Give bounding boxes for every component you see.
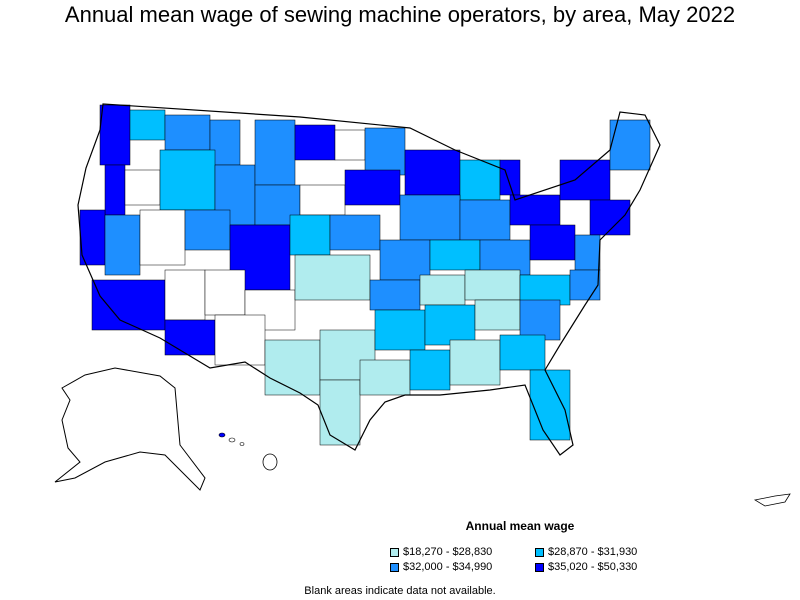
map-region	[124, 169, 161, 206]
legend-item-2: $28,870 - $31,930	[535, 546, 637, 558]
map-region	[369, 279, 421, 311]
map-region	[399, 194, 461, 241]
legend-item-3: $32,000 - $34,990	[390, 561, 492, 573]
map-region	[449, 339, 501, 386]
map-region	[429, 239, 481, 271]
hawaii-islands	[218, 432, 278, 471]
map-region	[254, 119, 296, 186]
map-region	[569, 269, 601, 301]
map-region	[79, 209, 106, 266]
map-region	[299, 184, 346, 216]
map-region	[344, 169, 401, 206]
map-region	[529, 369, 571, 441]
map-region	[91, 279, 166, 331]
map-region	[164, 269, 206, 321]
map-region	[329, 214, 381, 251]
map-region	[204, 269, 246, 316]
legend-label-3: $32,000 - $34,990	[403, 561, 493, 573]
map-region	[574, 234, 601, 271]
map-region	[499, 159, 521, 196]
map-title: Annual mean wage of sewing machine opera…	[64, 2, 736, 27]
map-region	[479, 239, 531, 276]
legend-swatch-3	[390, 562, 399, 572]
legend-label-4: $35,020 - $50,330	[548, 561, 638, 573]
map-region	[379, 239, 431, 281]
legend-item-4: $35,020 - $50,330	[535, 561, 637, 573]
map-region	[99, 104, 131, 166]
map-region	[609, 119, 651, 171]
map-region	[294, 254, 371, 301]
map-region	[419, 274, 466, 306]
map-region	[364, 127, 406, 176]
map-region	[374, 309, 426, 351]
map-region	[104, 214, 141, 276]
map-region	[184, 209, 231, 251]
map-region	[359, 359, 411, 396]
legend-swatch-2	[535, 547, 544, 557]
map-region	[464, 269, 521, 301]
map-region	[519, 299, 561, 341]
legend-swatch-4	[535, 562, 544, 572]
map-region	[509, 194, 561, 226]
puerto-rico	[753, 493, 791, 507]
map-region	[319, 379, 361, 446]
no-data-note: Blank areas indicate data not available.	[304, 585, 496, 597]
map-region	[459, 199, 511, 241]
legend-swatch-1	[390, 547, 399, 557]
map-region	[424, 304, 476, 346]
region-blocks	[79, 104, 651, 446]
legend-item-1: $18,270 - $28,830	[390, 546, 492, 558]
map-region	[159, 149, 216, 211]
legend-label-1: $18,270 - $28,830	[403, 546, 493, 558]
map-region	[214, 314, 266, 366]
map-region	[409, 349, 451, 391]
map-region	[529, 224, 576, 261]
map-region	[104, 164, 126, 216]
contiguous-us-outline	[77, 103, 661, 456]
map-region	[129, 109, 166, 141]
map-region	[139, 209, 186, 266]
legend-label-2: $28,870 - $31,930	[548, 546, 638, 558]
map-region	[404, 149, 461, 196]
map-region	[289, 214, 331, 256]
map-region	[334, 129, 366, 161]
alaska-outline	[54, 367, 206, 491]
map-region	[499, 334, 546, 371]
map-region	[459, 159, 501, 201]
legend-title: Annual mean wage	[465, 519, 575, 533]
map-region	[164, 319, 216, 356]
map-region	[164, 114, 211, 151]
map-region	[294, 124, 336, 161]
map-region	[474, 299, 521, 331]
map-region	[264, 339, 321, 396]
map-region	[559, 159, 611, 201]
